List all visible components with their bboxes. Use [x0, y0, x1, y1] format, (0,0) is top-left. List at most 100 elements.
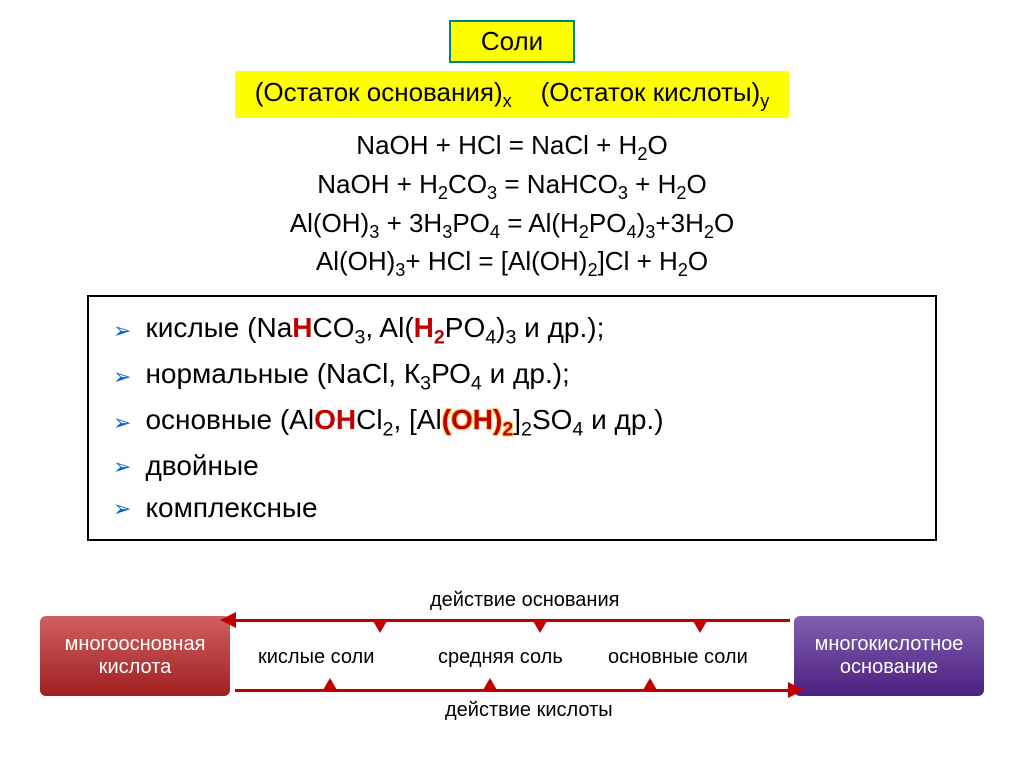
t2-s1: 3: [420, 373, 431, 395]
t4: двойные: [145, 445, 258, 487]
t3-e: (OH): [442, 404, 503, 435]
arrow-down-icon: [693, 621, 707, 633]
eq3-h: O: [714, 208, 734, 238]
eq3-d: = Al(H: [500, 208, 579, 238]
t2-s2: 4: [471, 373, 482, 395]
eq3-s2: 3: [442, 222, 452, 242]
t2-a: нормальные (NaCl, К: [145, 358, 420, 389]
right-box: многокислотное основание: [794, 616, 984, 696]
eq4-a: Al(OH): [316, 246, 395, 276]
eq3-c: PO: [452, 208, 490, 238]
t3-g: SO: [532, 404, 572, 435]
type-acidic: ➢ кислые (NaHCO3, Al(H2PO4)3 и др.);: [113, 307, 911, 353]
type-complex: ➢ комплексные: [113, 487, 911, 529]
equation-3: Al(OH)3 + 3H3PO4 = Al(H2PO4)3+3H2O: [40, 206, 984, 245]
arrow-head-left-icon: [220, 612, 236, 628]
arrow-line-bottom: [235, 689, 790, 692]
left-box: многоосновная кислота: [40, 616, 230, 696]
eq2-a: NaOH + H: [317, 169, 438, 199]
t3-s3: 2: [521, 419, 532, 441]
t3-f: ]: [513, 404, 521, 435]
arrow-up-icon: [643, 678, 657, 690]
eq3-f: ): [637, 208, 646, 238]
arrow-down-icon: [373, 621, 387, 633]
bullet-icon: ➢: [113, 492, 131, 525]
subtitle-x: x: [503, 91, 512, 111]
bullet-icon: ➢: [113, 450, 131, 483]
t2-b: РО: [431, 358, 471, 389]
right-box-l1: многокислотное: [794, 633, 984, 656]
t3: основные (AlOHCl2, [Al(OH)2]2SO4 и др.): [145, 399, 663, 445]
t3-d: , [Al: [393, 404, 441, 435]
t3-s4: 4: [572, 419, 583, 441]
t1-d: , Al(: [365, 312, 413, 343]
type-basic: ➢ основные (AlOHCl2, [Al(OH)2]2SO4 и др.…: [113, 399, 911, 445]
eq3-a: Al(OH): [290, 208, 369, 238]
equations-block: NaOH + HCl = NaCl + H2O NaOH + H2CO3 = N…: [40, 128, 984, 283]
eq3-e: PO: [589, 208, 627, 238]
t1-a: кислые (Na: [145, 312, 292, 343]
mid-label-1: кислые соли: [258, 646, 374, 669]
t3-s1: 2: [383, 419, 394, 441]
eq1-a: NaOH + HCl = NaCl + H: [356, 130, 637, 160]
t1-s3: 4: [485, 327, 496, 349]
eq2-s2: 3: [487, 183, 497, 203]
t1: кислые (NaHCO3, Al(H2PO4)3 и др.);: [145, 307, 604, 353]
t5: комплексные: [145, 487, 317, 529]
eq3-s4: 2: [579, 222, 589, 242]
bullet-icon: ➢: [113, 406, 131, 439]
arrow-up-icon: [483, 678, 497, 690]
left-box-l1: многоосновная: [40, 633, 230, 656]
eq2-d: + H: [628, 169, 676, 199]
right-box-l2: основание: [794, 656, 984, 679]
eq2-c: = NaHCO: [497, 169, 618, 199]
eq3-s1: 3: [369, 222, 379, 242]
subtitle-y: y: [760, 91, 769, 111]
eq3-s3: 4: [490, 222, 500, 242]
types-box: ➢ кислые (NaHCO3, Al(H2PO4)3 и др.); ➢ н…: [87, 295, 937, 541]
eq3-s7: 2: [704, 222, 714, 242]
eq1-s1: 2: [637, 144, 647, 164]
eq2-s1: 2: [438, 183, 448, 203]
t1-s1: 3: [355, 327, 366, 349]
subtitle-box: (Остаток основания)x (Остаток кислоты)y: [235, 71, 790, 118]
t3-b: OH: [314, 404, 356, 435]
title-text: Соли: [481, 26, 543, 56]
eq4-b: + HCl = [Al(OH): [405, 246, 587, 276]
bottom-action-label: действие кислоты: [445, 699, 613, 722]
equation-1: NaOH + HCl = NaCl + H2O: [40, 128, 984, 167]
type-normal: ➢ нормальные (NaCl, К3РО4 и др.);: [113, 353, 911, 399]
eq2-b: CO: [448, 169, 487, 199]
t3-a: основные (Al: [145, 404, 314, 435]
t3-c: Cl: [356, 404, 382, 435]
eq3-s5: 4: [627, 222, 637, 242]
eq2-e: O: [687, 169, 707, 199]
eq3-b: + 3H: [379, 208, 442, 238]
t1-h: и др.);: [516, 312, 604, 343]
eq2-s4: 2: [676, 183, 686, 203]
t3-s2: 2: [502, 419, 513, 441]
t1-f: PO: [445, 312, 485, 343]
eq4-d: O: [688, 246, 708, 276]
arrow-up-icon: [323, 678, 337, 690]
type-double: ➢ двойные: [113, 445, 911, 487]
mid-label-3: основные соли: [608, 646, 748, 669]
t2: нормальные (NaCl, К3РО4 и др.);: [145, 353, 569, 399]
eq4-c: ]Cl + H: [598, 246, 678, 276]
eq2-s3: 3: [618, 183, 628, 203]
t2-c: и др.);: [482, 358, 570, 389]
t1-e: H: [414, 312, 434, 343]
equation-4: Al(OH)3+ HCl = [Al(OH)2]Cl + H2O: [40, 244, 984, 283]
arrow-down-icon: [533, 621, 547, 633]
equation-2: NaOH + H2CO3 = NaHCO3 + H2O: [40, 167, 984, 206]
eq3-s6: 3: [645, 222, 655, 242]
diagram: многоосновная кислота многокислотное осн…: [40, 571, 984, 741]
left-box-l2: кислота: [40, 656, 230, 679]
eq4-s2: 2: [587, 261, 597, 281]
mid-label-2: средняя соль: [438, 646, 563, 669]
subtitle-b: (Остаток кислоты): [541, 77, 761, 107]
eq1-b: O: [647, 130, 667, 160]
t1-s2: 2: [434, 327, 445, 349]
eq4-s3: 2: [678, 261, 688, 281]
t1-b: H: [292, 312, 312, 343]
